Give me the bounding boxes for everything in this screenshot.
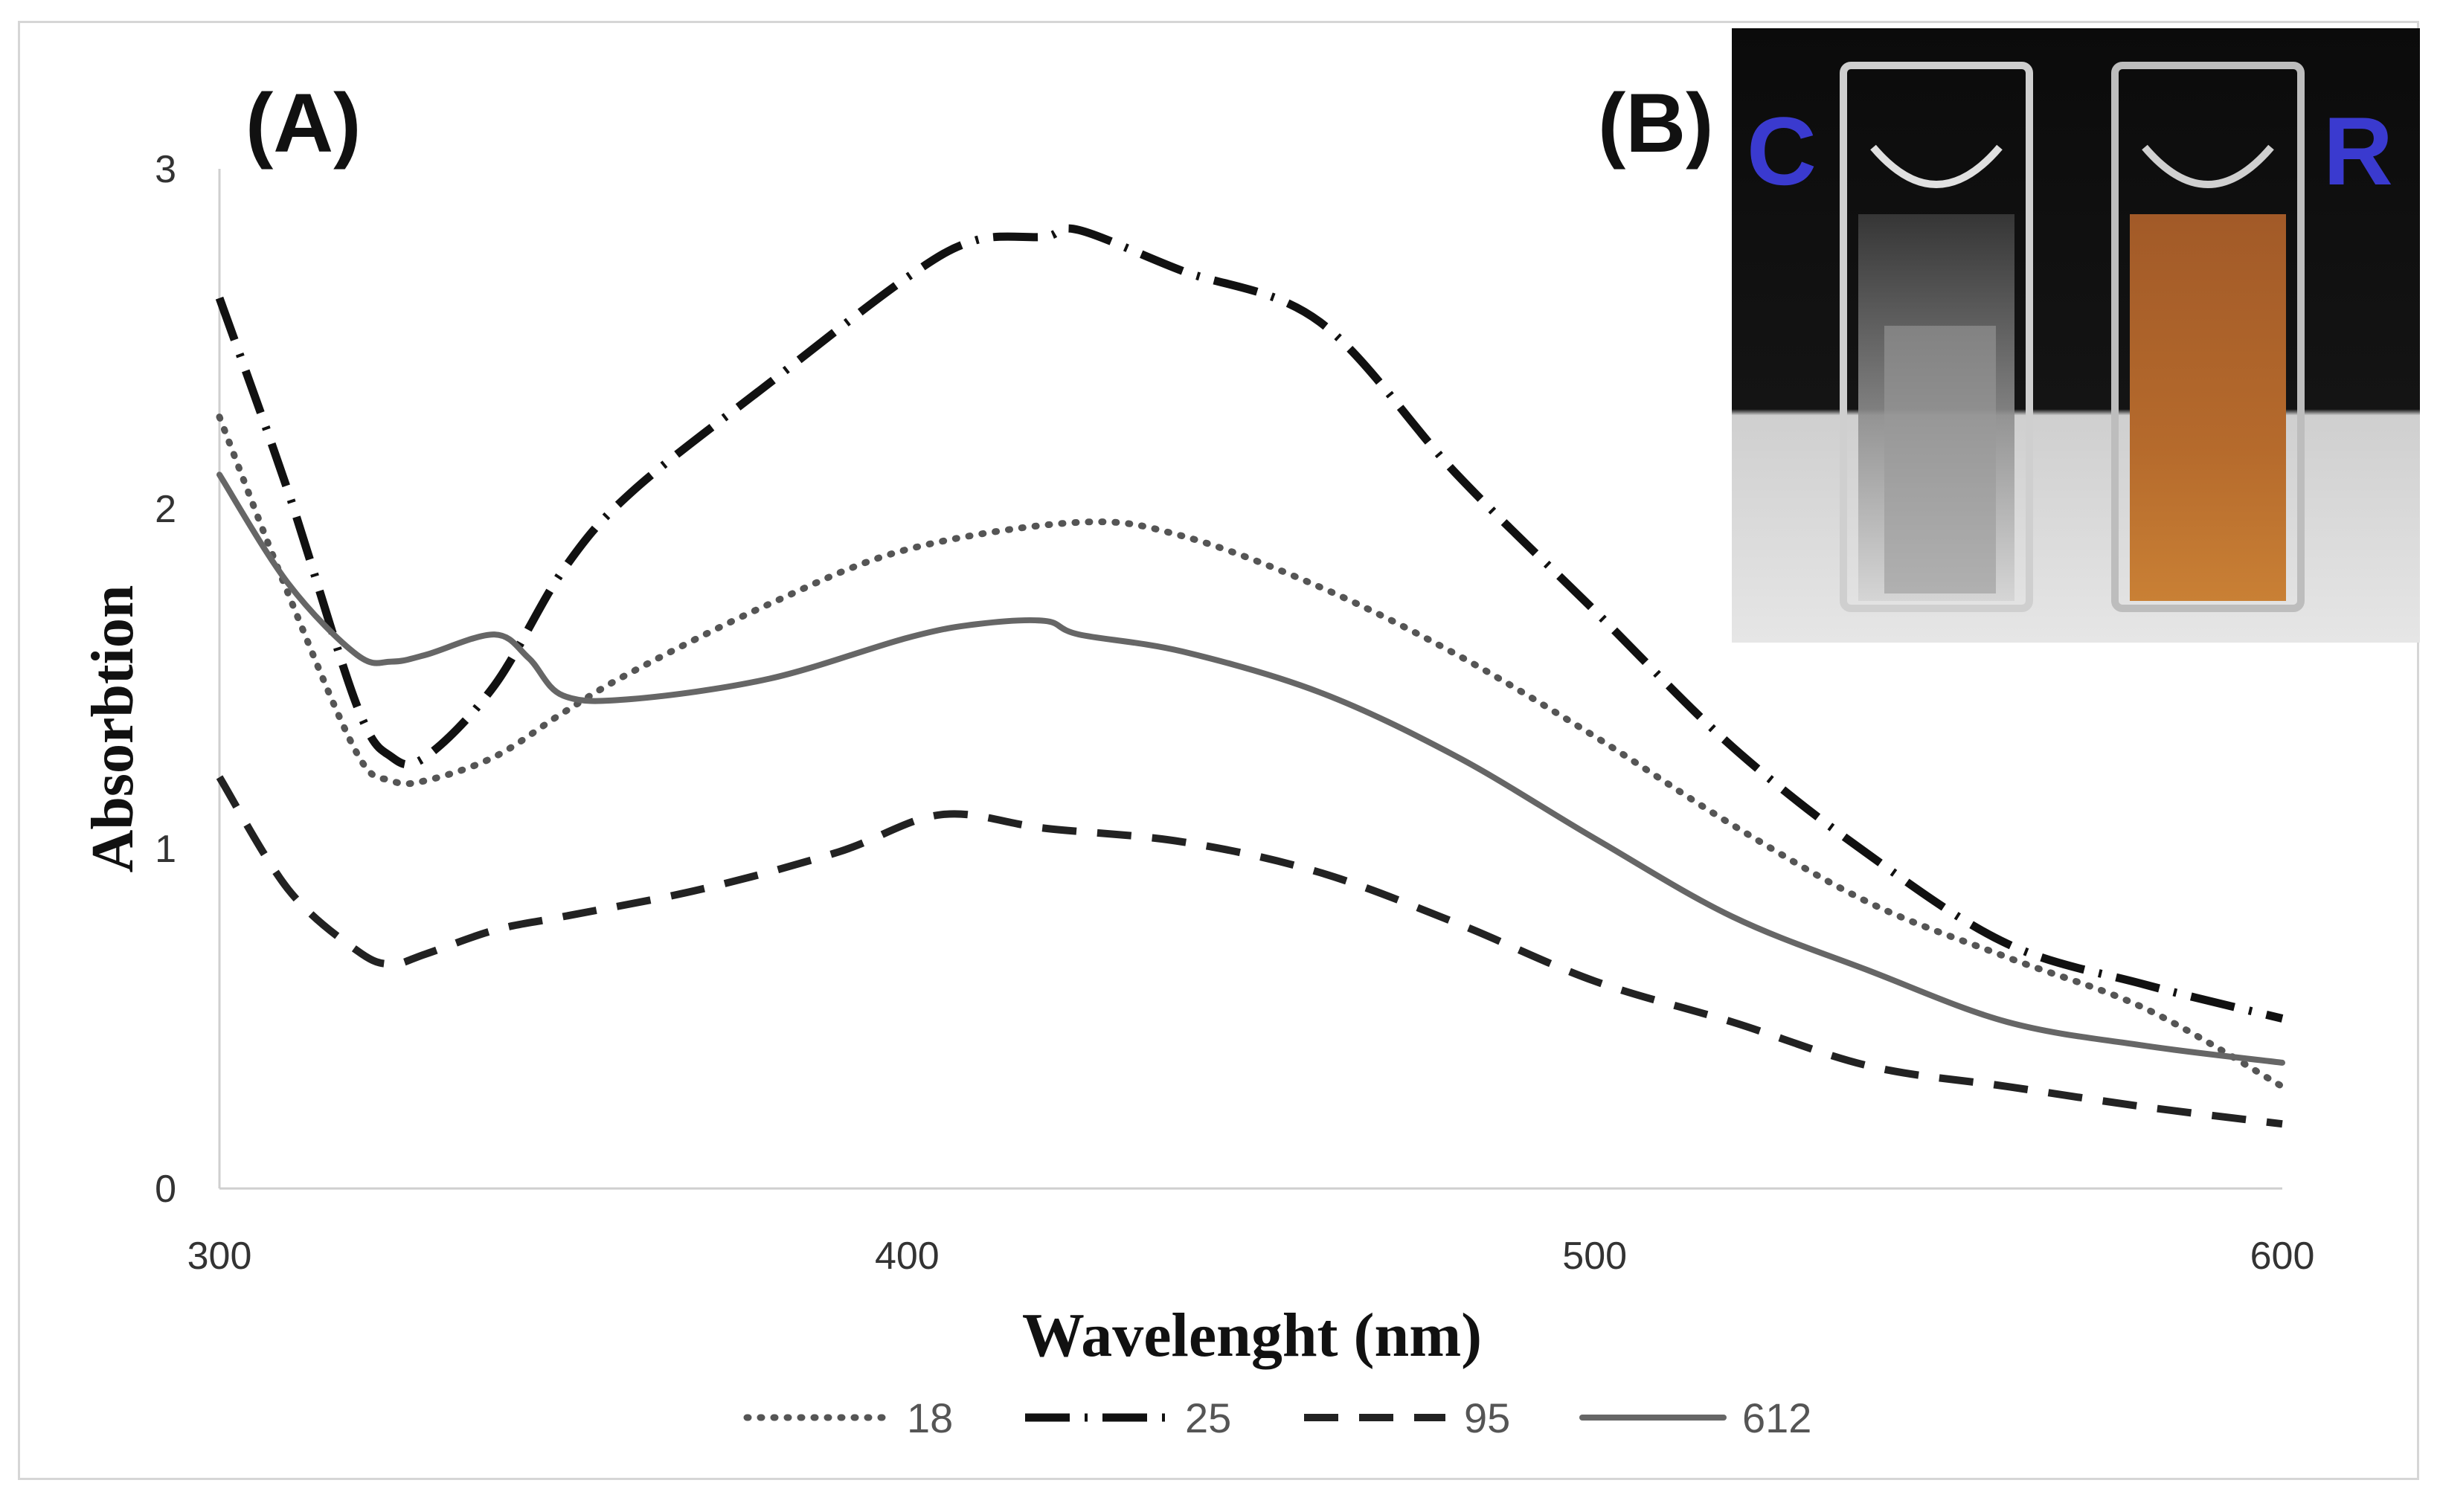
axes bbox=[218, 169, 2282, 1190]
cuvette-letter-r: R bbox=[2323, 97, 2393, 205]
x-tick-label: 500 bbox=[1562, 1235, 1627, 1278]
series-line-25 bbox=[215, 224, 2284, 1023]
legend: 18 25 95 612 bbox=[743, 1394, 1811, 1441]
panel-a-label: (A) bbox=[245, 77, 362, 170]
y-tick-label: 2 bbox=[155, 488, 176, 531]
x-axis-label: Wavelenght (nm) bbox=[1022, 1301, 1482, 1370]
y-tick-label: 3 bbox=[155, 148, 176, 191]
series-line-95 bbox=[216, 775, 2283, 1128]
series-line-18 bbox=[216, 414, 2286, 1090]
legend-label-18: 18 bbox=[907, 1394, 953, 1441]
x-tick-label: 300 bbox=[187, 1235, 252, 1278]
y-axis-label: Absorbtion bbox=[80, 585, 146, 873]
series-group bbox=[215, 224, 2286, 1128]
cuvette-photo: C R bbox=[1732, 28, 2420, 643]
cuvette-photo-drawing bbox=[1732, 28, 2420, 643]
y-tick-label: 1 bbox=[155, 828, 176, 871]
photo-background bbox=[1732, 28, 2420, 643]
cuvette-letter-c: C bbox=[1747, 97, 1817, 205]
legend-label-612: 612 bbox=[1742, 1394, 1811, 1441]
legend-label-25: 25 bbox=[1185, 1394, 1231, 1441]
x-tick-label: 600 bbox=[2250, 1235, 2315, 1278]
y-tick-label: 0 bbox=[155, 1168, 176, 1211]
panel-b-label: (B) bbox=[1598, 77, 1714, 170]
legend-label-95: 95 bbox=[1464, 1394, 1510, 1441]
ticks: 300 400 500 600 0 1 2 3 bbox=[155, 148, 2314, 1278]
cuvette-right bbox=[2111, 62, 2305, 612]
cuvette-left bbox=[1840, 62, 2033, 612]
series-line-612 bbox=[216, 472, 2285, 1066]
x-tick-label: 400 bbox=[875, 1235, 940, 1278]
